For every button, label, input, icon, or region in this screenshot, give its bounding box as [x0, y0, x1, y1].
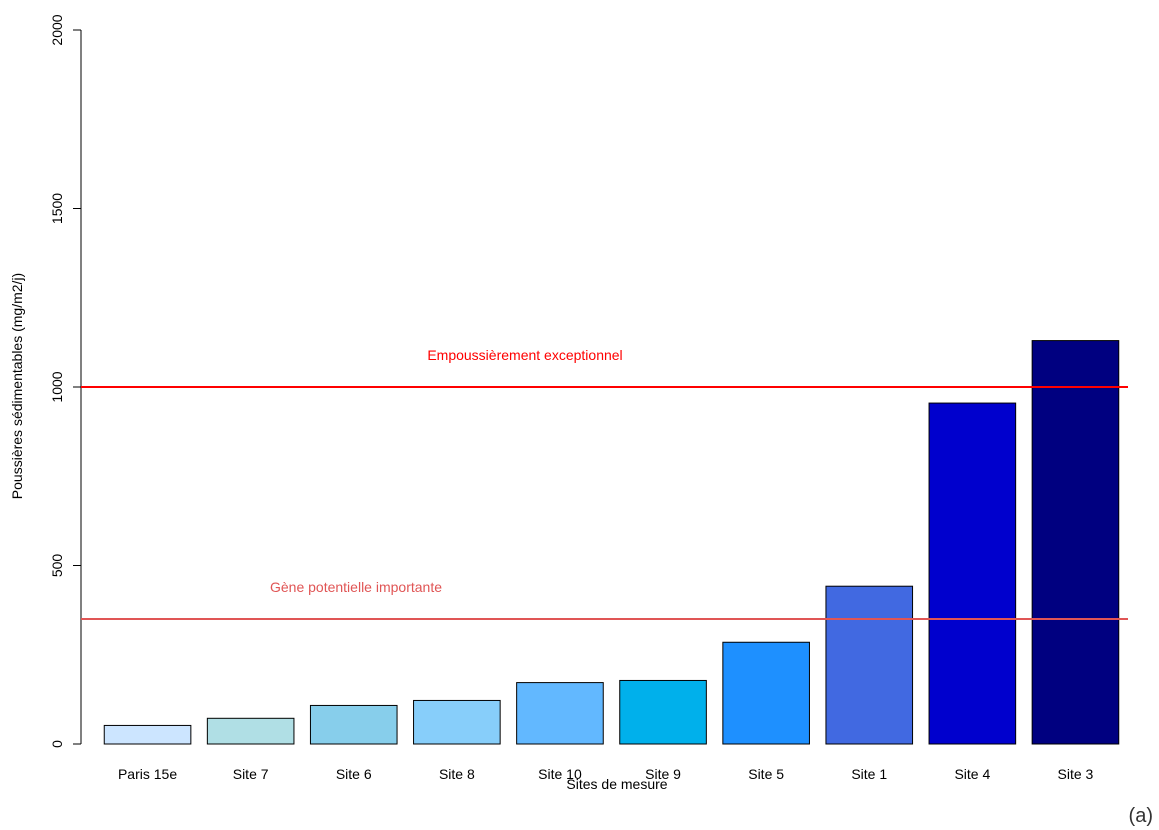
reference-line-label: Empoussièrement exceptionnel: [427, 347, 622, 363]
bar: [413, 699, 501, 745]
y-axis: 0 500 1000 1500 2000: [49, 14, 82, 748]
bars: [103, 340, 1120, 745]
x-tick-label: Paris 15e: [118, 766, 177, 782]
bar: [206, 717, 295, 745]
bar: [516, 682, 604, 745]
x-tick-label: Site 5: [748, 766, 784, 782]
y-tick-label: 1500: [49, 193, 65, 224]
reference-lines: Empoussièrement exceptionnel Gène potenti…: [81, 347, 1128, 621]
x-tick-label: Site 6: [336, 766, 372, 782]
bar: [928, 402, 1017, 745]
x-tick-label: Site 8: [439, 766, 475, 782]
x-tick-label: Site 9: [645, 766, 681, 782]
bar: [619, 679, 707, 745]
panel-tag: (a): [1128, 805, 1153, 827]
bar: [1031, 340, 1120, 745]
y-tick-label: 0: [49, 740, 65, 748]
reference-line-label: Gène potentielle importante: [270, 579, 442, 595]
x-tick-label: Site 1: [851, 766, 887, 782]
x-tick-label: Site 10: [538, 766, 582, 782]
y-tick-label: 500: [49, 554, 65, 578]
x-tick-labels: Paris 15e Site 7 Site 6 Site 8 Site 10 Site 9…: [118, 766, 1094, 782]
y-axis-label: Poussières sédimentables (mg/m2/j): [9, 273, 25, 499]
bar: [309, 704, 398, 745]
y-tick-label: 2000: [49, 14, 65, 45]
bar: [722, 641, 810, 745]
x-tick-label: Site 3: [1058, 766, 1094, 782]
y-tick-label: 1000: [49, 371, 65, 402]
bar: [103, 724, 192, 745]
x-tick-label: Site 4: [954, 766, 990, 782]
x-tick-label: Site 7: [233, 766, 269, 782]
x-axis-label: Sites de mesure: [566, 776, 667, 792]
bar: [825, 585, 914, 745]
